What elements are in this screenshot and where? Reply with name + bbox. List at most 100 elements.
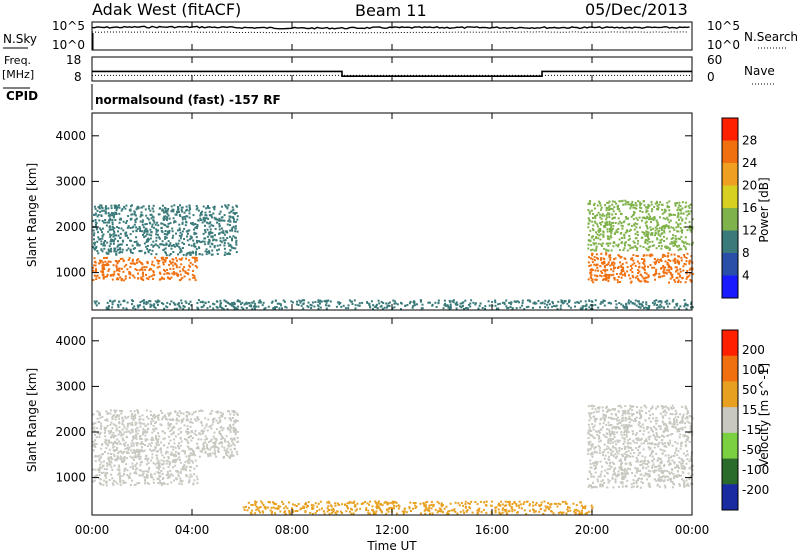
- power-region-4-cell: [392, 300, 394, 302]
- power-region-3-cell: [650, 221, 652, 223]
- power-region-4-cell: [166, 302, 168, 304]
- velocity-region-1-cell: [220, 426, 222, 428]
- power-region-2-cell: [641, 258, 643, 260]
- velocity-region-3-cell: [614, 408, 616, 410]
- velocity-region-3-cell: [657, 405, 659, 407]
- power-region-0-cell: [142, 269, 144, 271]
- velocity-region-1-cell: [208, 441, 210, 443]
- power-region-0-cell: [157, 262, 159, 264]
- velocity-region-2-cell: [595, 461, 597, 463]
- power-region-1-cell: [131, 204, 133, 206]
- power-region-1-cell: [98, 206, 100, 208]
- power-region-2-cell: [668, 266, 670, 268]
- velocity-region-4-cell: [309, 512, 311, 514]
- power-region-3-cell: [661, 209, 663, 211]
- velocity-region-4-cell: [516, 505, 518, 507]
- power-region-3-cell: [665, 218, 667, 220]
- velocity-region-1-cell: [158, 444, 160, 446]
- velocity-region-2-cell: [600, 476, 602, 478]
- power-region-4-cell: [457, 304, 459, 306]
- velocity-region-4-cell: [455, 502, 457, 504]
- power-region-2-cell: [663, 269, 665, 271]
- power-region-4-cell: [643, 307, 645, 309]
- power-region-3-cell: [595, 231, 597, 233]
- velocity-region-2-cell: [614, 473, 616, 475]
- power-region-4-cell: [604, 305, 606, 307]
- velocity-region-3-cell: [650, 447, 652, 449]
- power-region-4-cell: [600, 303, 602, 305]
- velocity-region-0-cell: [103, 472, 105, 474]
- velocity-region-0-cell: [167, 477, 169, 479]
- power-region-2-cell: [592, 281, 594, 283]
- power-region-4-cell: [628, 299, 630, 301]
- power-region-3-cell: [587, 226, 589, 228]
- power-region-4-cell: [397, 303, 399, 305]
- power-region-4-cell: [170, 300, 172, 302]
- velocity-region-1-cell: [136, 422, 138, 424]
- power-region-1-cell: [153, 205, 155, 207]
- power-region-2-cell: [674, 259, 676, 261]
- velocity-region-2-cell: [671, 472, 673, 474]
- power-region-3-cell: [649, 226, 651, 228]
- velocity-region-3-cell: [625, 446, 627, 448]
- power-region-3-cell: [678, 202, 680, 204]
- power-region-1-cell: [130, 249, 132, 251]
- velocity-region-1-cell: [109, 424, 111, 426]
- velocity-region-1-cell: [137, 456, 139, 458]
- power-region-1-cell: [175, 233, 177, 235]
- velocity-region-0-cell: [118, 466, 120, 468]
- velocity-region-1-cell: [111, 434, 113, 436]
- velocity-region-3-cell: [625, 417, 627, 419]
- velocity-region-4-cell: [311, 504, 313, 506]
- power-region-1-cell: [186, 206, 188, 208]
- power-region-2-cell: [677, 277, 679, 279]
- power-region-3-cell: [684, 222, 686, 224]
- power-region-4-cell: [382, 302, 384, 304]
- power-region-1-cell: [150, 253, 152, 255]
- velocity-region-4-cell: [406, 511, 408, 513]
- power-region-2-cell: [643, 258, 645, 260]
- velocity-region-3-cell: [689, 415, 691, 417]
- velocity-region-3-cell: [667, 442, 669, 444]
- velocity-region-3-cell: [680, 428, 682, 430]
- velocity-region-1-cell: [178, 433, 180, 435]
- power-region-2-cell: [643, 254, 645, 256]
- power-region-1-cell: [205, 212, 207, 214]
- power-region-1-cell: [155, 240, 157, 242]
- velocity-region-1-cell: [207, 455, 209, 457]
- velocity-region-0-cell: [167, 483, 169, 485]
- velocity-region-3-cell: [645, 438, 647, 440]
- power-region-1-cell: [209, 214, 211, 216]
- power-region-2-cell: [650, 264, 652, 266]
- power-region-0-cell: [125, 264, 127, 266]
- velocity-region-1-cell: [197, 416, 199, 418]
- power-region-3-cell: [601, 218, 603, 220]
- velocity-region-3-cell: [655, 417, 657, 419]
- velocity-region-1-cell: [171, 452, 173, 454]
- power-region-2-cell: [637, 269, 639, 271]
- power-region-2-cell: [651, 267, 653, 269]
- power-region-1-cell: [163, 212, 165, 214]
- power-region-3-cell: [605, 218, 607, 220]
- velocity-region-4-cell: [518, 507, 520, 509]
- power-region-3-cell: [589, 240, 591, 242]
- velocity-region-3-cell: [598, 445, 600, 447]
- power-region-2-cell: [606, 269, 608, 271]
- power-region-1-cell: [152, 208, 154, 210]
- power-region-4-cell: [624, 307, 626, 309]
- velocity-region-2-cell: [640, 487, 642, 489]
- velocity-region-1-cell: [218, 417, 220, 419]
- power-region-1-cell: [113, 243, 115, 245]
- velocity-region-1-cell: [105, 447, 107, 449]
- velocity-region-1-cell: [112, 418, 114, 420]
- power-region-1-cell: [152, 241, 154, 243]
- velocity-region-2-cell: [651, 460, 653, 462]
- velocity-region-1-cell: [127, 447, 129, 449]
- velocity-region-1-cell: [222, 413, 224, 415]
- velocity-region-3-cell: [588, 424, 590, 426]
- power-region-1-cell: [163, 217, 165, 219]
- velocity-region-1-cell: [211, 410, 213, 412]
- power-region-3-cell: [618, 217, 620, 219]
- velocity-region-1-cell: [200, 438, 202, 440]
- velocity-region-3-cell: [662, 421, 664, 423]
